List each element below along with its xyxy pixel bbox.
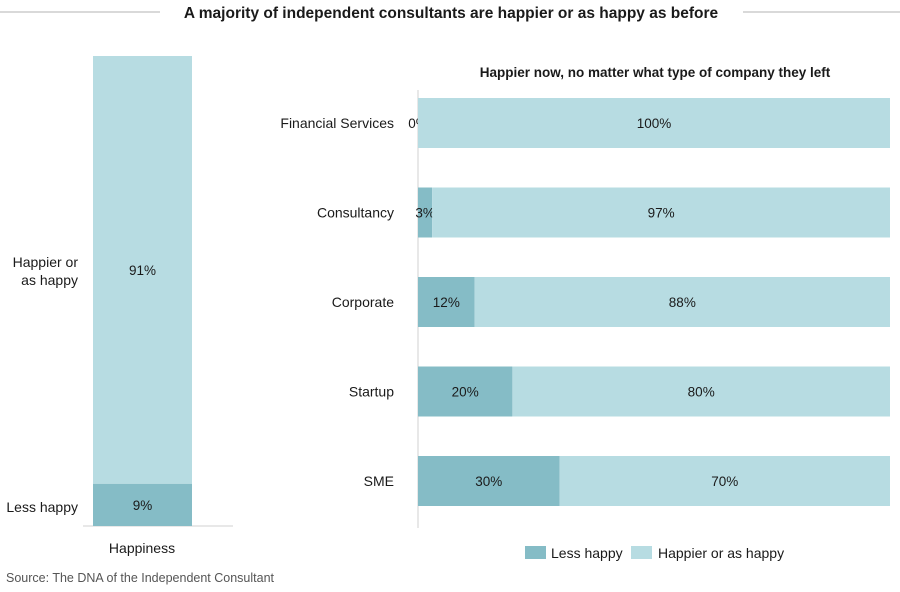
bar-consultancy-happier-or-as-happy [432,187,890,238]
bar-label-startup-happier-or-as-happy: 80% [688,385,715,400]
bar-label-corporate-less-happy: 12% [433,295,460,310]
bar-label-sme-happier-or-as-happy: 70% [711,474,738,489]
bar-corporate-less-happy [418,277,475,327]
bar-sme-less-happy [418,456,560,506]
left-bar-happier-or-as-happy [93,56,192,484]
left-bar-label-happier-or-as-happy: 91% [129,263,156,278]
category-label-sme: SME [364,473,394,489]
left-bar-label-less-happy: 9% [133,498,153,513]
legend-label-less-happy: Less happy [551,545,623,561]
left-x-tick-label: Happiness [109,540,175,556]
category-label-corporate: Corporate [332,294,394,310]
legend-swatch-less-happy [525,546,546,559]
bar-corporate-happier-or-as-happy [474,277,890,327]
legend-swatch-happier [631,546,652,559]
left-series-label-happier: Happier or as happy [13,254,79,288]
source-note: Source: The DNA of the Independent Consu… [6,571,275,585]
bar-label-financial-services-happier-or-as-happy: 100% [637,116,672,131]
bar-label-startup-less-happy: 20% [452,385,479,400]
figure-title: A majority of independent consultants ar… [184,5,719,22]
bar-consultancy-less-happy [418,187,433,238]
bar-label-consultancy-happier-or-as-happy: 97% [648,206,675,221]
right-chart-title: Happier now, no matter what type of comp… [480,65,831,80]
right-chart: Happier now, no matter what type of comp… [280,65,890,528]
category-label-financial-services: Financial Services [280,115,394,131]
bar-label-corporate-happier-or-as-happy: 88% [669,295,696,310]
left-bar-less-happy [93,483,192,526]
bar-sme-happier-or-as-happy [559,456,890,506]
legend-label-happier: Happier or as happy [658,545,784,561]
bar-label-sme-less-happy: 30% [475,474,502,489]
category-label-consultancy: Consultancy [317,205,394,221]
left-series-label-less-happy: Less happy [6,499,78,515]
bar-label-consultancy-less-happy: 3% [415,206,435,221]
figure: A majority of independent consultants ar… [0,5,900,561]
bar-startup-happier-or-as-happy [512,366,890,417]
left-chart: Happiness Less happy Happier or as happy … [6,56,233,556]
bar-startup-less-happy [418,366,513,417]
category-label-startup: Startup [349,384,394,400]
bar-financial-services-happier-or-as-happy [418,98,890,148]
legend: Less happy Happier or as happy [525,545,784,561]
